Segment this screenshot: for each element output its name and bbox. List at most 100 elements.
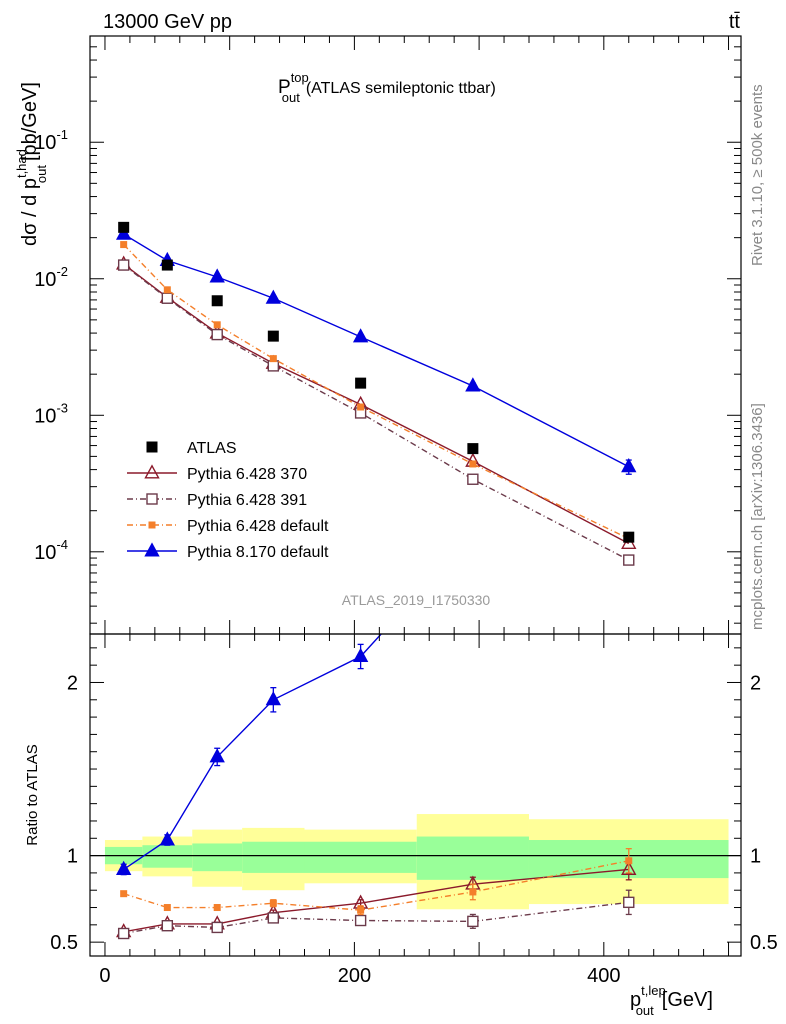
main-point-atlas bbox=[211, 295, 223, 307]
legend-marker-atlas bbox=[146, 441, 158, 453]
ratio-series-py6_default bbox=[120, 848, 633, 916]
main-ylabel-sub: out bbox=[34, 165, 49, 183]
legend-label-py8: Pythia 8.170 default bbox=[187, 544, 329, 561]
main-point-py8 bbox=[115, 225, 132, 240]
main-point-py8 bbox=[621, 458, 637, 473]
main-point-atlas bbox=[623, 531, 635, 543]
ratio-point-py6_default bbox=[120, 890, 128, 898]
legend-marker-py8 bbox=[144, 542, 160, 557]
main-ytick-label-exp: -2 bbox=[56, 264, 68, 279]
ratio-point-py8 bbox=[159, 831, 175, 846]
legend: ATLAS Pythia 6.428 370 Pythia 6.428 391 Pyt… bbox=[127, 440, 329, 561]
ratio-point-py6_391 bbox=[211, 921, 223, 934]
ratio-axes: 0.5 0.5 1 1 2 2 0 200 400 bbox=[50, 634, 778, 987]
ratio-point-py6_391 bbox=[354, 914, 367, 927]
x-axis-label-sup: t,lep bbox=[641, 983, 666, 998]
ratio-point-py6_default bbox=[213, 904, 221, 912]
ratio-point-py8 bbox=[209, 748, 225, 763]
main-point-py6_default bbox=[163, 286, 171, 294]
main-series-atlas bbox=[118, 221, 635, 543]
energy-label: 13000 GeV pp bbox=[103, 11, 232, 33]
ratio-ytick-label: 1 bbox=[67, 846, 78, 868]
main-ytick-label: 10-2 bbox=[34, 264, 68, 291]
ratio-series-py6_391 bbox=[117, 889, 635, 940]
main-point-atlas bbox=[118, 221, 130, 233]
x-tick-label: 0 bbox=[99, 965, 110, 987]
legend-entry-py6_370: Pythia 6.428 370 bbox=[127, 464, 307, 483]
ratio-point-py6_391 bbox=[623, 896, 635, 909]
main-point-py6_default bbox=[120, 241, 128, 249]
main-ylabel-pre: dσ / d p bbox=[19, 178, 41, 246]
mcplots-label: mcplots.cern.ch [arXiv:1306.3436] bbox=[749, 403, 766, 630]
analysis-watermark: ATLAS_2019_I1750330 bbox=[342, 592, 491, 608]
process-label: tt̄ bbox=[729, 11, 741, 33]
main-panel bbox=[115, 221, 637, 566]
legend-label-py6_391: Pythia 6.428 391 bbox=[187, 492, 307, 509]
rivet-label: Rivet 3.1.10, ≥ 500k events bbox=[749, 84, 766, 266]
legend-entry-py6_391: Pythia 6.428 391 bbox=[127, 492, 307, 509]
main-title-rest: (ATLAS semileptonic ttbar) bbox=[306, 80, 496, 97]
ratio-point-py8 bbox=[265, 691, 282, 706]
legend-marker-py6_391 bbox=[146, 493, 158, 505]
uncertainty-band-inner bbox=[304, 841, 417, 873]
main-point-py6_391 bbox=[623, 554, 635, 566]
ratio-point-py6_391 bbox=[267, 912, 280, 924]
main-point-atlas bbox=[267, 330, 279, 342]
main-ytick-label-base: 10 bbox=[34, 542, 56, 564]
main-point-py6_391 bbox=[467, 473, 479, 485]
ratio-panel bbox=[90, 526, 741, 940]
main-title-symbol: P bbox=[278, 77, 291, 98]
ratio-ylabel: Ratio to ATLAS bbox=[24, 744, 41, 845]
main-line-py8 bbox=[123, 233, 630, 468]
ratio-line-py6_391 bbox=[123, 901, 629, 935]
main-ytick-label-exp: -3 bbox=[56, 400, 68, 415]
ratio-point-py8 bbox=[115, 860, 132, 875]
ratio-ytick-label: 0.5 bbox=[50, 932, 78, 954]
main-point-py6_default bbox=[469, 460, 477, 468]
main-point-atlas bbox=[467, 443, 479, 455]
main-point-py8 bbox=[352, 328, 369, 343]
main-point-py6_default bbox=[269, 355, 277, 363]
main-title: Ptop out (ATLAS semileptonic ttbar) bbox=[278, 70, 496, 105]
main-point-py6_391 bbox=[267, 360, 280, 372]
main-point-py8 bbox=[209, 268, 225, 283]
main-ytick-label: 10-1 bbox=[34, 127, 68, 154]
uncertainty-band-inner bbox=[142, 845, 193, 868]
ratio-point-py6_default bbox=[357, 906, 365, 914]
main-ytick-label-base: 10 bbox=[34, 269, 56, 291]
main-axes: 10-410-310-210-1 bbox=[34, 36, 741, 634]
x-axis-label-sub: out bbox=[636, 1003, 654, 1018]
ratio-point-py6_391 bbox=[161, 920, 174, 932]
uncertainty-band-inner bbox=[192, 843, 243, 872]
legend-label-py6_370: Pythia 6.428 370 bbox=[187, 466, 307, 483]
x-axis-label-post: [GeV] bbox=[662, 989, 713, 1011]
ratio-ytick-label-right: 0.5 bbox=[750, 932, 778, 954]
ratio-point-py6_default bbox=[469, 888, 477, 896]
x-axis-label-pre: p bbox=[630, 989, 641, 1011]
ratio-ytick-label-right: 1 bbox=[750, 846, 761, 868]
main-point-py8 bbox=[265, 289, 282, 304]
main-series-py8 bbox=[115, 225, 637, 475]
ratio-point-py8 bbox=[352, 647, 369, 663]
main-point-py6_default bbox=[213, 321, 221, 329]
ratio-point-py6_default bbox=[163, 904, 171, 912]
ratio-point-py8 bbox=[466, 526, 479, 538]
ratio-ytick-label: 2 bbox=[67, 672, 78, 694]
legend-marker-py6_370 bbox=[144, 464, 160, 479]
main-ytick-label-base: 10 bbox=[34, 405, 56, 427]
legend-label-py6_default: Pythia 6.428 default bbox=[187, 518, 329, 535]
uncertainty-band-inner bbox=[242, 841, 305, 873]
main-title-sup: top bbox=[291, 70, 309, 85]
main-point-py6_391 bbox=[211, 328, 223, 341]
main-point-atlas bbox=[355, 377, 367, 389]
uncertainty-band-inner bbox=[416, 836, 529, 880]
legend-entry-atlas: ATLAS bbox=[146, 440, 237, 457]
main-ytick-label: 10-3 bbox=[34, 400, 68, 427]
ratio-series-py8 bbox=[115, 526, 479, 876]
main-ylabel-sup: t,had bbox=[14, 149, 29, 178]
main-ylabel: dσ / d pt,had out [pb/GeV] bbox=[14, 82, 49, 246]
ratio-point-py6_default bbox=[269, 899, 277, 907]
legend-marker-py6_default bbox=[148, 521, 156, 529]
main-ytick-label-exp: -1 bbox=[56, 127, 68, 142]
main-ytick-label-base: 10 bbox=[34, 132, 56, 154]
